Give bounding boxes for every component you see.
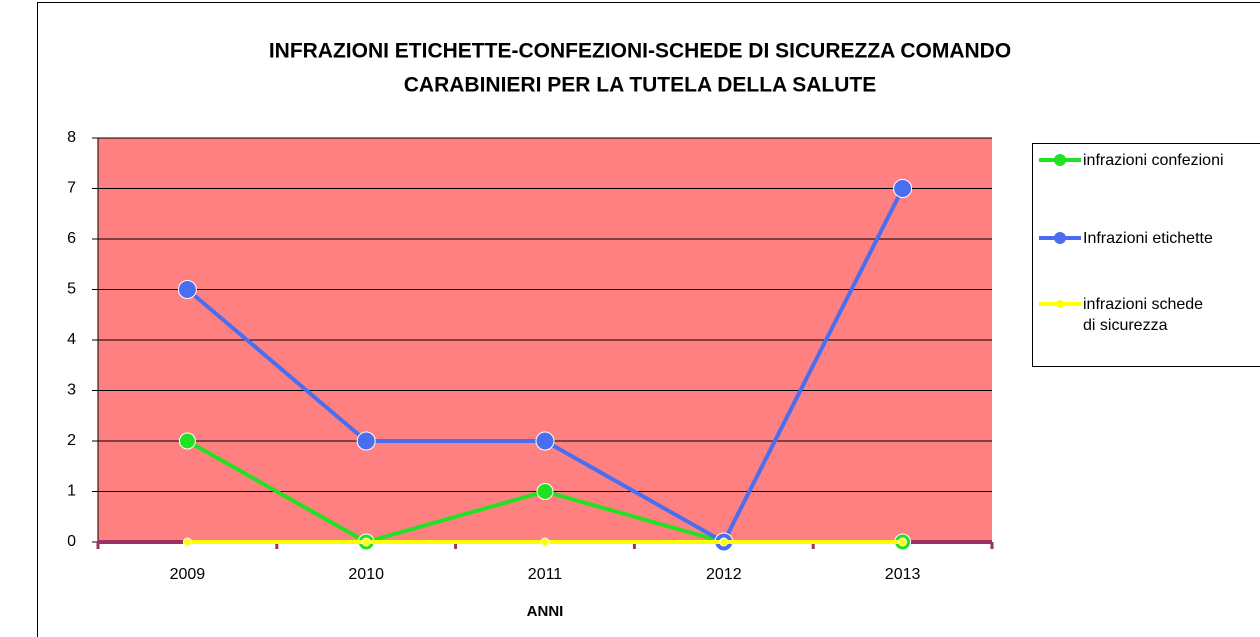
y-tick-label: 0 xyxy=(67,533,76,550)
x-tick-label: 2013 xyxy=(885,566,921,583)
legend-marker xyxy=(1056,300,1064,308)
data-point xyxy=(540,537,550,547)
chart-border xyxy=(37,2,1260,637)
data-point xyxy=(898,537,908,547)
legend-swatch xyxy=(1039,154,1081,166)
legend-label: Infrazioni etichette xyxy=(1083,230,1213,247)
chart-title: CARABINIERI PER LA TUTELA DELLA SALUTE xyxy=(404,74,877,97)
y-tick-label: 1 xyxy=(67,483,76,500)
data-point xyxy=(893,179,913,198)
x-tick-label: 2011 xyxy=(528,566,563,583)
legend-label: infrazioni schede di sicurezza xyxy=(1083,296,1204,334)
x-tick-label: 2009 xyxy=(170,566,206,583)
legend-marker xyxy=(1054,232,1066,244)
legend-label: infrazioni confezioni xyxy=(1083,152,1224,169)
y-tick-label: 6 xyxy=(67,230,76,247)
data-point xyxy=(178,432,196,450)
data-point xyxy=(182,537,192,547)
data-point xyxy=(535,431,555,451)
legend-swatch xyxy=(1039,232,1081,244)
y-tick-label: 8 xyxy=(67,129,76,146)
x-tick-label: 2012 xyxy=(706,566,742,583)
y-tick-label: 3 xyxy=(67,382,76,399)
y-tick-label: 2 xyxy=(67,432,76,449)
data-point xyxy=(177,280,197,299)
data-point xyxy=(356,431,376,451)
data-point xyxy=(361,537,371,547)
y-tick-label: 7 xyxy=(67,180,76,197)
chart-title: INFRAZIONI ETICHETTE-CONFEZIONI-SCHEDE D… xyxy=(269,40,1011,63)
legend-marker xyxy=(1054,154,1066,166)
x-tick-label: 2010 xyxy=(348,566,384,583)
data-point xyxy=(719,537,729,547)
y-tick-label: 5 xyxy=(67,281,76,298)
legend: infrazioni confezioni Infrazioni etichett… xyxy=(1032,143,1260,367)
y-tick-label: 4 xyxy=(67,331,76,348)
data-point xyxy=(536,483,554,500)
x-axis-title: ANNI xyxy=(527,603,564,620)
legend-swatch xyxy=(1039,300,1081,308)
